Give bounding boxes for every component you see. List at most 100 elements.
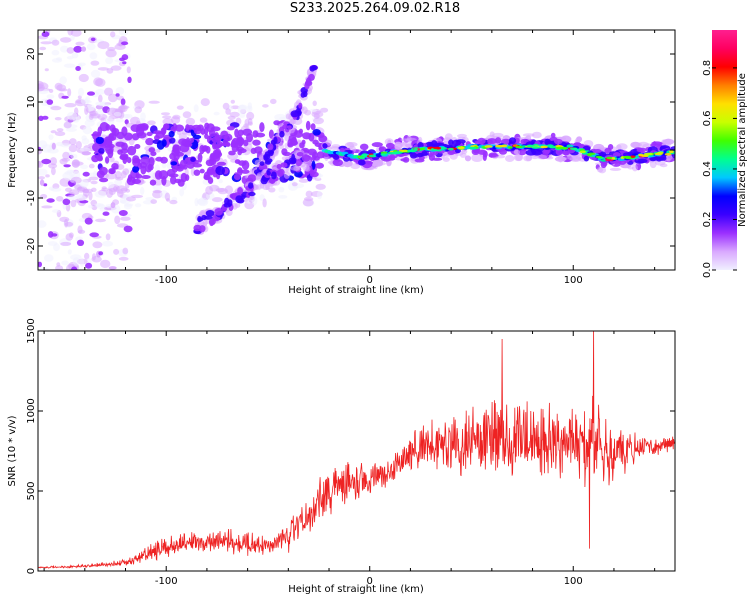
- spectrogram-cell: [75, 41, 85, 46]
- spectrogram-cell: [556, 146, 564, 150]
- spectrogram-cell: [115, 87, 125, 95]
- spectrogram-cell: [290, 159, 297, 165]
- spectrogram-cell: [163, 123, 170, 130]
- spectrogram-cell: [124, 119, 129, 125]
- spectrogram-cell: [205, 210, 215, 217]
- spectrogram-cell: [131, 178, 142, 184]
- spectrogram-cell: [106, 188, 113, 198]
- spectrogram-cell: [512, 144, 518, 147]
- spectrogram-cell: [96, 156, 103, 162]
- spectrogram-cell: [400, 158, 408, 162]
- spectrogram-cell: [98, 251, 104, 256]
- spectrogram-cell: [69, 138, 77, 146]
- spectrogram-cell: [90, 180, 98, 185]
- spectrogram-cell: [95, 78, 106, 87]
- spectrogram-cell: [121, 41, 129, 46]
- spectrogram-cell: [508, 137, 517, 145]
- spectrogram-cell: [311, 160, 316, 170]
- spectrogram-cell: [92, 241, 103, 249]
- spectrogram-cell: [313, 113, 320, 119]
- spectrogram-cell: [39, 179, 45, 186]
- spectrogram-cell: [230, 99, 235, 104]
- spectrogram-cell: [549, 145, 557, 149]
- spectrogram-cell: [359, 156, 365, 160]
- spectrogram-cell: [79, 147, 91, 152]
- spectrogram-cell: [126, 66, 131, 74]
- spectrogram-cell: [89, 52, 98, 60]
- spectrogram-cell: [148, 100, 160, 104]
- spectrogram-cell: [61, 260, 69, 266]
- spectrogram-cell: [99, 166, 108, 176]
- spectrogram-cell: [38, 176, 45, 180]
- spectrogram-cell: [308, 132, 315, 142]
- colorbar-tick-label: 0.8: [702, 60, 713, 76]
- spectrogram-cell: [114, 215, 121, 225]
- spectrogram-y-tick-label: -10: [26, 190, 37, 206]
- spectrogram-cell: [65, 233, 74, 241]
- spectrogram-cell: [649, 160, 657, 169]
- spectrogram-cell: [304, 166, 311, 172]
- spectrogram-cell: [148, 147, 156, 153]
- spectrogram-cell: [41, 205, 53, 209]
- spectrogram-cell: [95, 218, 106, 223]
- spectrogram-cell: [170, 175, 177, 185]
- spectrogram-cell: [120, 171, 127, 179]
- spectrogram-cell: [110, 202, 116, 209]
- spectrogram-cell: [46, 94, 55, 99]
- spectrogram-cell: [108, 266, 117, 270]
- spectrogram-cell: [93, 170, 98, 178]
- spectrogram-cell: [464, 155, 472, 162]
- spectrogram-cell: [118, 256, 129, 261]
- spectrogram-cell: [60, 241, 72, 246]
- spectrogram-cell: [125, 188, 131, 193]
- spectrogram-cell: [90, 37, 96, 42]
- spectrogram-cell: [457, 146, 465, 150]
- spectrogram-cell: [111, 127, 117, 136]
- spectrogram-cell: [123, 225, 133, 233]
- spectrogram-cell: [94, 190, 107, 198]
- spectrogram-cell: [227, 126, 235, 131]
- spectrogram-x-tick-label: 0: [367, 275, 373, 286]
- spectrogram-cell: [105, 156, 110, 164]
- spectrogram-cell: [301, 139, 306, 145]
- spectrogram-cell: [302, 198, 314, 207]
- spectrogram-cell: [278, 186, 285, 193]
- spectrogram-cell: [64, 103, 77, 108]
- spectrogram-cell: [294, 130, 303, 138]
- spectrogram-cell: [63, 164, 71, 168]
- spectrogram-cell: [160, 156, 168, 164]
- spectrogram-cell: [492, 132, 504, 138]
- spectrogram-cell: [190, 157, 196, 162]
- spectrogram-cell: [66, 111, 78, 121]
- spectrogram-cell: [124, 113, 133, 119]
- spectrogram-cell: [243, 139, 249, 147]
- spectrogram-y-tick-label: 10: [26, 96, 37, 109]
- spectrogram-cell: [164, 192, 171, 201]
- spectrogram-cell: [88, 176, 99, 181]
- spectrogram-cell: [70, 35, 75, 41]
- spectrogram-cell: [488, 152, 498, 158]
- spectrogram-cell: [283, 171, 290, 179]
- spectrogram-cell: [115, 93, 120, 97]
- spectrogram-cell: [152, 184, 163, 191]
- spectrogram-cell: [263, 155, 269, 161]
- colorbar-label: Normalized spectral amplitude: [737, 73, 748, 227]
- spectrogram-cell: [59, 76, 67, 85]
- spectrogram-cell: [51, 39, 60, 46]
- spectrogram-cell: [262, 104, 269, 108]
- spectrogram-cell: [220, 130, 229, 140]
- spectrogram-cell: [407, 135, 412, 143]
- spectrogram-cell: [59, 216, 70, 223]
- spectrogram-cell: [81, 46, 87, 52]
- spectrogram-cell: [134, 144, 141, 149]
- spectrogram-cell: [121, 54, 129, 61]
- spectrogram-cell: [312, 139, 319, 145]
- spectrogram-cell: [532, 131, 542, 139]
- spectrogram-cell: [205, 185, 214, 195]
- spectrogram-cell: [531, 149, 543, 156]
- spectrogram-cell: [55, 265, 64, 270]
- spectrogram-cell: [268, 150, 274, 157]
- snr-x-tick-label: 100: [564, 576, 583, 587]
- spectrogram-cell: [627, 166, 634, 170]
